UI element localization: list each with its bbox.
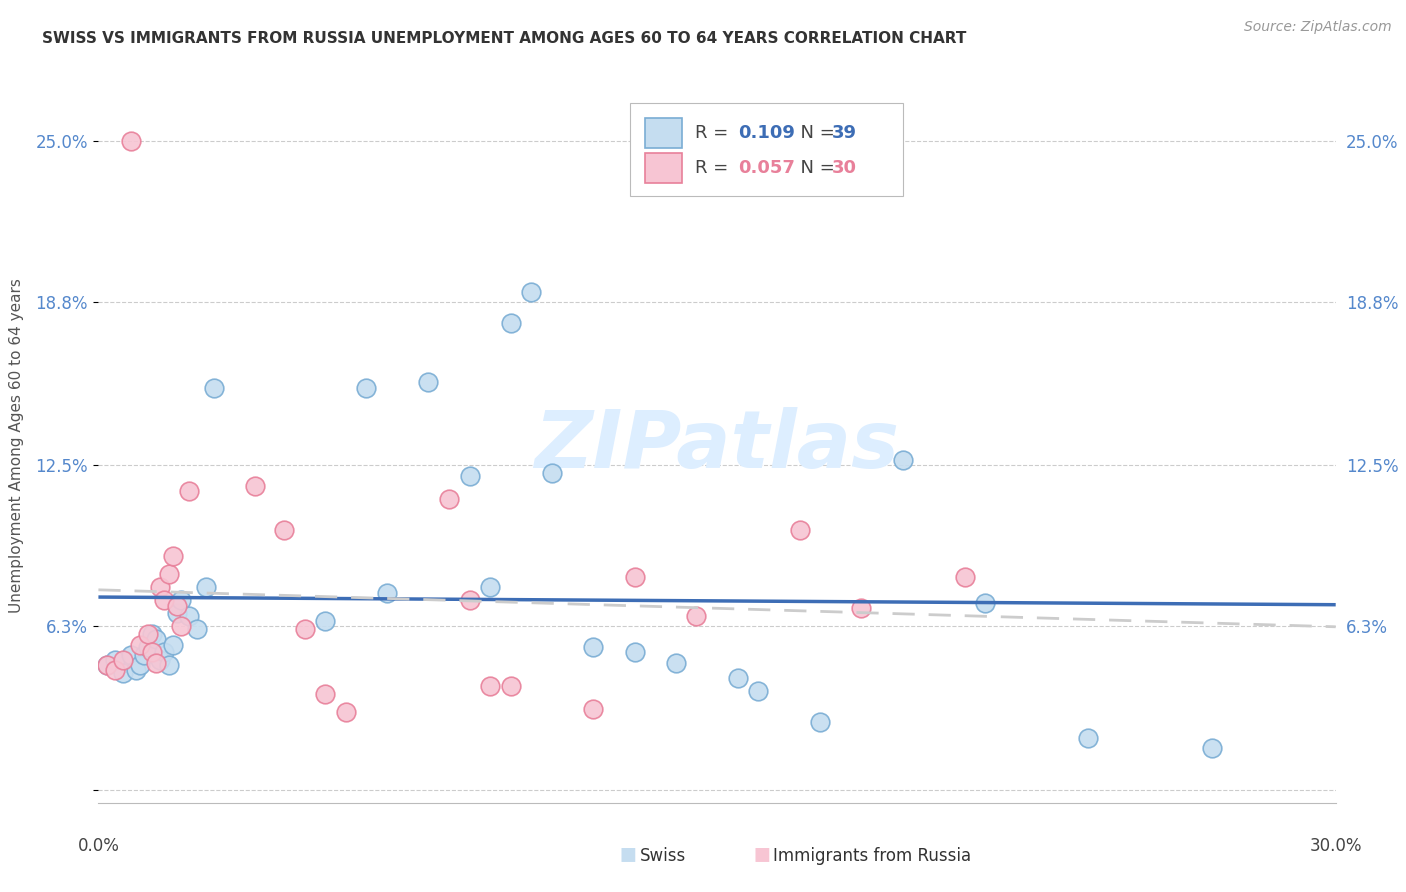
Text: ZIPatlas: ZIPatlas: [534, 407, 900, 485]
Point: [499, 316, 522, 330]
Point: [375, 585, 398, 599]
Point: [104, 664, 127, 678]
Point: [314, 687, 336, 701]
Point: [186, 622, 208, 636]
Point: [170, 619, 193, 633]
Point: [136, 627, 159, 641]
Text: ▪: ▪: [619, 839, 637, 867]
Point: [1201, 741, 1223, 756]
Point: [335, 705, 357, 719]
Point: [194, 581, 217, 595]
Point: [582, 640, 605, 654]
Text: 39: 39: [832, 124, 858, 142]
Point: [170, 593, 193, 607]
Point: [128, 658, 150, 673]
Point: [149, 653, 172, 667]
Text: 0.109: 0.109: [738, 124, 794, 142]
Text: Immigrants from Russia: Immigrants from Russia: [773, 847, 972, 865]
Point: [541, 467, 564, 481]
Text: N =: N =: [789, 124, 841, 142]
Point: [623, 645, 645, 659]
Point: [149, 581, 172, 595]
Point: [974, 596, 997, 610]
Point: [953, 570, 976, 584]
Point: [128, 638, 150, 652]
Text: SWISS VS IMMIGRANTS FROM RUSSIA UNEMPLOYMENT AMONG AGES 60 TO 64 YEARS CORRELATI: SWISS VS IMMIGRANTS FROM RUSSIA UNEMPLOY…: [42, 31, 966, 46]
Point: [96, 658, 118, 673]
Point: [314, 614, 336, 628]
Point: [851, 601, 873, 615]
Text: Source: ZipAtlas.com: Source: ZipAtlas.com: [1244, 20, 1392, 34]
Point: [479, 581, 502, 595]
Point: [623, 570, 645, 584]
Point: [202, 381, 225, 395]
FancyBboxPatch shape: [645, 153, 682, 184]
Point: [458, 593, 481, 607]
Point: [141, 645, 163, 659]
Point: [727, 671, 749, 685]
Point: [479, 679, 502, 693]
Point: [104, 653, 127, 667]
Point: [789, 524, 811, 538]
Point: [891, 453, 914, 467]
Point: [120, 134, 142, 148]
Point: [112, 653, 135, 667]
Text: 0.057: 0.057: [738, 160, 794, 178]
Text: 30: 30: [832, 160, 858, 178]
Text: R =: R =: [695, 124, 734, 142]
Point: [153, 593, 176, 607]
Point: [166, 599, 188, 613]
Point: [153, 645, 176, 659]
Point: [273, 524, 295, 538]
Point: [356, 381, 378, 395]
Point: [458, 468, 481, 483]
Point: [179, 484, 201, 499]
Point: [162, 549, 184, 564]
FancyBboxPatch shape: [645, 118, 682, 148]
Point: [145, 656, 167, 670]
Point: [437, 492, 460, 507]
Text: ▪: ▪: [752, 839, 770, 867]
Point: [243, 479, 266, 493]
Point: [294, 622, 316, 636]
Point: [808, 715, 831, 730]
Point: [179, 609, 201, 624]
Point: [96, 658, 118, 673]
Point: [157, 567, 180, 582]
Point: [582, 702, 605, 716]
Point: [162, 638, 184, 652]
Point: [157, 658, 180, 673]
Point: [141, 627, 163, 641]
Point: [145, 632, 167, 647]
Point: [112, 666, 135, 681]
Point: [136, 640, 159, 654]
Point: [418, 376, 440, 390]
Point: [520, 285, 543, 299]
Point: [132, 648, 155, 662]
Text: R =: R =: [695, 160, 734, 178]
Point: [499, 679, 522, 693]
Point: [166, 607, 188, 621]
FancyBboxPatch shape: [630, 103, 903, 196]
Point: [665, 656, 688, 670]
Point: [1077, 731, 1099, 745]
Point: [747, 684, 769, 698]
Text: Swiss: Swiss: [640, 847, 686, 865]
Text: N =: N =: [789, 160, 841, 178]
Point: [124, 664, 146, 678]
Text: 0.0%: 0.0%: [77, 837, 120, 855]
Y-axis label: Unemployment Among Ages 60 to 64 years: Unemployment Among Ages 60 to 64 years: [10, 278, 24, 614]
Point: [120, 648, 142, 662]
Text: 30.0%: 30.0%: [1309, 837, 1362, 855]
Point: [685, 609, 707, 624]
